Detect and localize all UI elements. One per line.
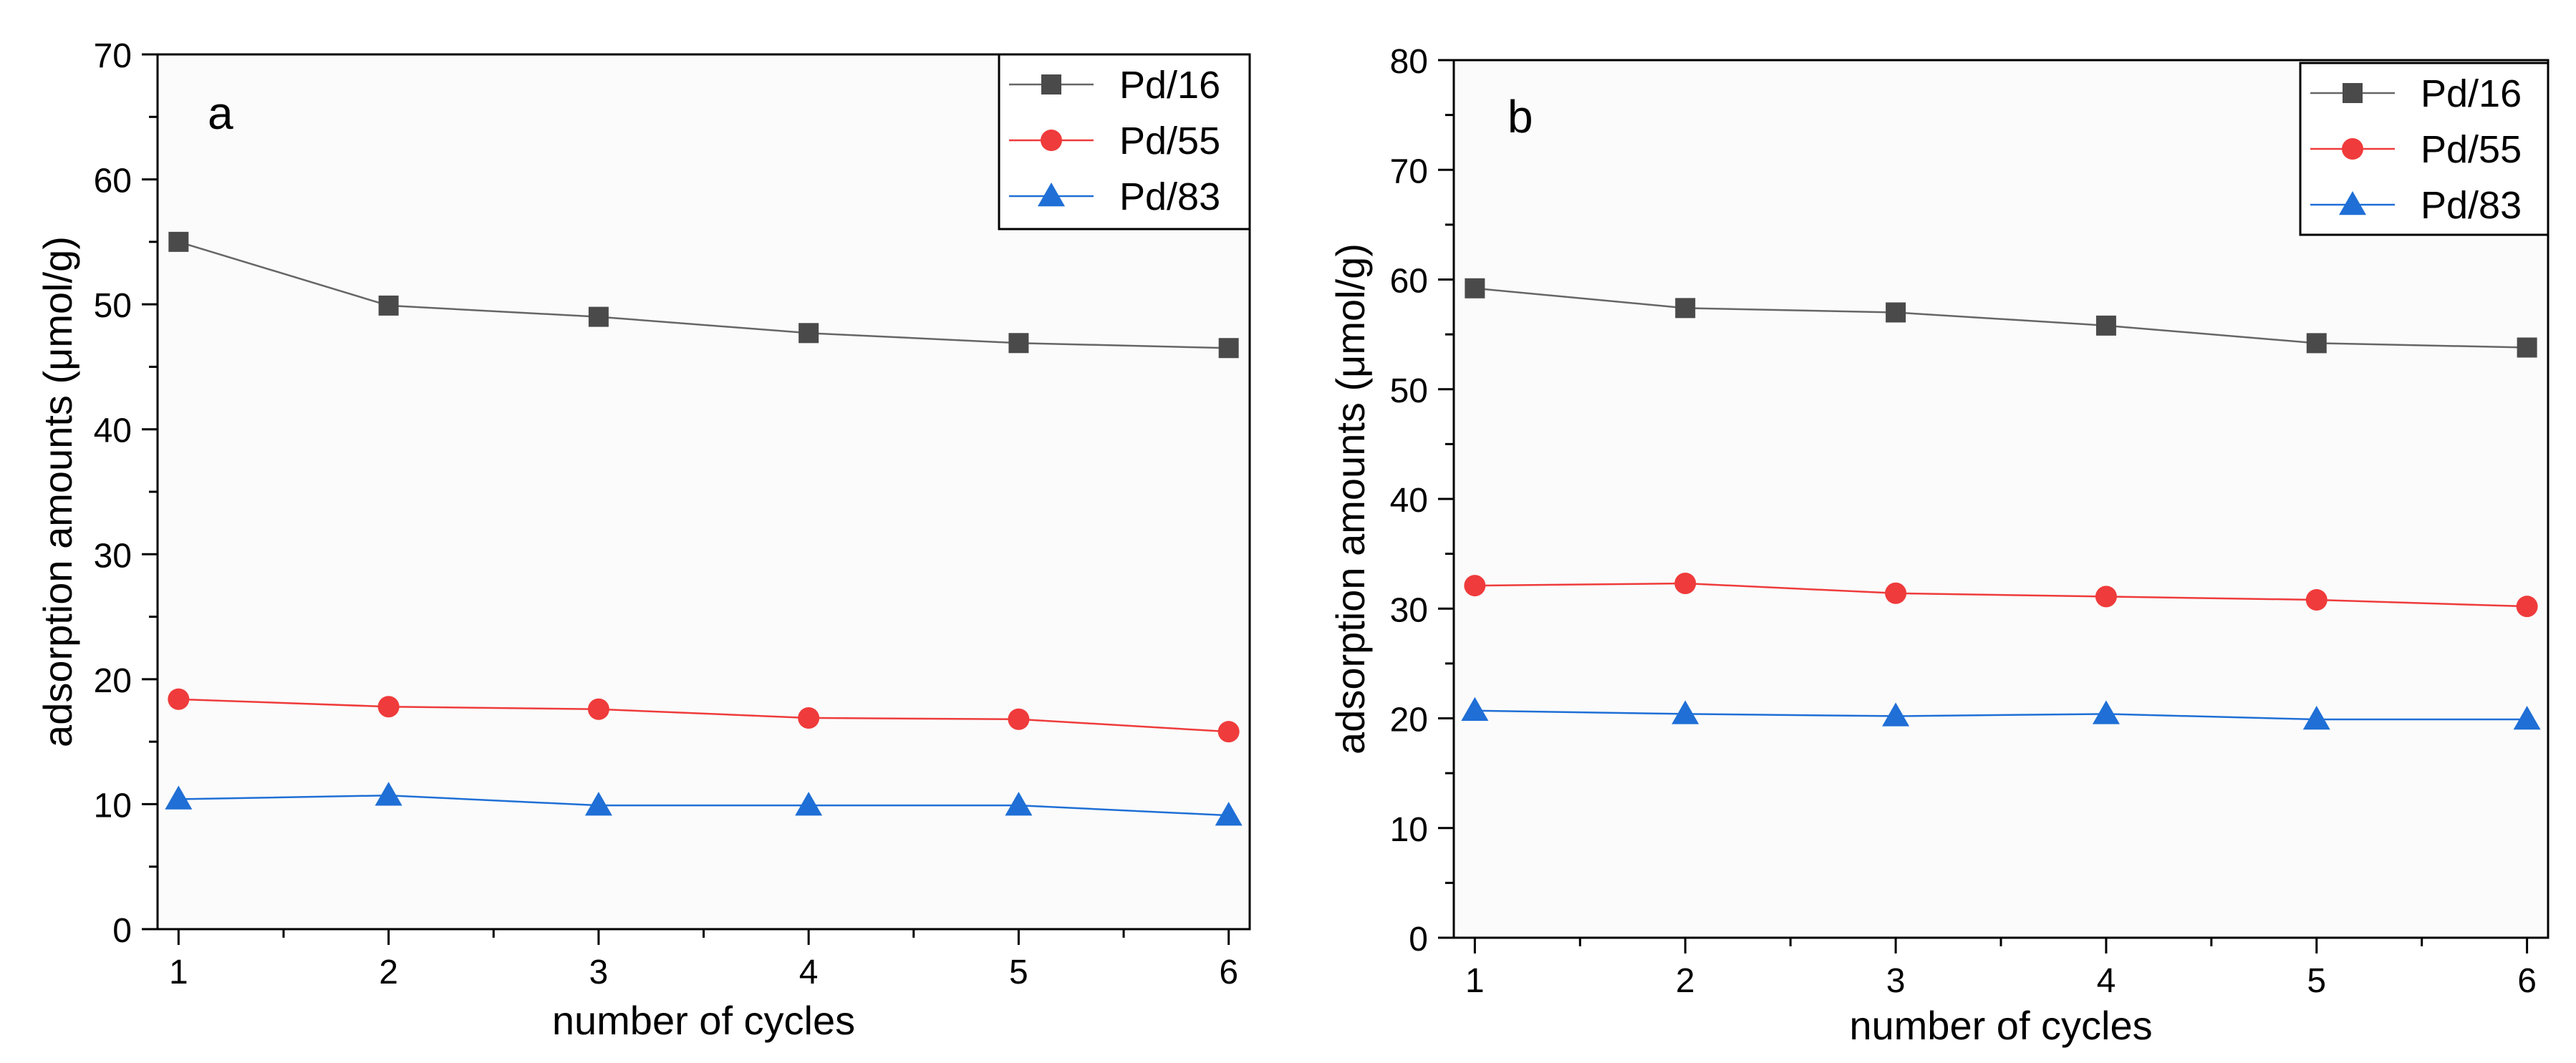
y-tick-label: 40 (94, 412, 132, 450)
y-tick-label: 30 (94, 537, 132, 575)
series-line-pd-16 (1475, 287, 2527, 349)
data-point-pd-83 (1461, 696, 1489, 722)
y-axis-label: adsorption amounts (μmol/g) (35, 236, 80, 747)
chart-panel-a: 0 10 20 30 40 50 60 70 1 2 3 4 5 6 number of cycles ads… (35, 37, 1251, 1043)
data-point-pd-83 (584, 792, 612, 816)
x-tick-label: 4 (799, 953, 819, 991)
data-point-pd-55 (377, 696, 400, 718)
y-tick-label: 0 (112, 912, 132, 950)
y-tick-label: 70 (94, 37, 132, 75)
data-point-pd-83 (2513, 706, 2541, 730)
data-point-pd-16 (1465, 278, 1485, 298)
y-tick-label: 20 (94, 662, 132, 700)
data-point-pd-55 (1464, 575, 1486, 597)
data-point-pd-55 (1008, 708, 1030, 730)
series-line-pd-16 (178, 241, 1229, 349)
y-tick-label: 30 (1390, 591, 1428, 629)
data-point-pd-16 (1886, 302, 1906, 323)
y-tick-label: 50 (94, 287, 132, 325)
x-axis-label: number of cycles (1849, 1003, 2152, 1048)
legend-label: Pd/16 (1119, 64, 1220, 107)
x-tick-label: 3 (589, 953, 609, 991)
legend-label: Pd/16 (2421, 72, 2522, 115)
data-point-pd-16 (588, 306, 609, 327)
panel-label: a (208, 87, 233, 139)
data-point-pd-83 (795, 792, 823, 816)
series-line-pd-55 (1475, 582, 2527, 608)
data-point-pd-83 (375, 782, 402, 806)
legend-marker (1041, 130, 1062, 151)
data-point-pd-83 (1005, 792, 1033, 816)
data-point-pd-16 (1008, 333, 1029, 354)
x-tick-label: 5 (2307, 962, 2326, 1000)
panel-label: b (1508, 91, 1533, 142)
y-tick-label: 10 (1390, 811, 1428, 849)
legend-marker (1038, 183, 1065, 207)
data-point-pd-55 (2305, 588, 2327, 611)
y-tick-label: 50 (1390, 372, 1428, 410)
data-point-pd-55 (168, 688, 190, 710)
legend-label: Pd/55 (2421, 128, 2522, 171)
data-point-pd-55 (2516, 596, 2538, 618)
data-point-pd-55 (2095, 586, 2117, 608)
y-tick-label: 80 (1390, 43, 1428, 81)
data-point-pd-83 (1215, 802, 1243, 826)
data-point-pd-83 (1882, 702, 1910, 727)
x-tick-label: 2 (1676, 962, 1695, 1000)
data-point-pd-16 (1675, 298, 1696, 319)
data-point-pd-55 (587, 698, 609, 720)
y-tick-label: 20 (1390, 702, 1428, 739)
data-point-pd-55 (798, 707, 820, 729)
x-tick-label: 5 (1009, 953, 1028, 991)
series-line-pd-55 (178, 698, 1229, 733)
x-tick-label: 6 (2517, 962, 2537, 1000)
data-point-pd-16 (799, 323, 819, 344)
series-line-pd-83 (1475, 709, 2527, 721)
legend-marker (2339, 191, 2366, 215)
x-tick-label: 3 (1886, 962, 1906, 1000)
y-tick-label: 40 (1390, 482, 1428, 520)
data-point-pd-83 (1671, 700, 1699, 724)
data-point-pd-16 (168, 231, 189, 252)
data-point-pd-16 (2306, 333, 2327, 354)
data-point-pd-83 (165, 785, 193, 810)
data-point-pd-55 (1885, 582, 1907, 604)
data-point-pd-55 (1674, 573, 1697, 595)
legend-label: Pd/55 (1119, 120, 1220, 162)
data-point-pd-16 (2095, 315, 2116, 336)
data-point-pd-83 (2092, 700, 2120, 724)
legend-marker (1041, 74, 1061, 94)
legend-label: Pd/83 (1119, 175, 1220, 218)
data-point-pd-55 (1217, 721, 1240, 743)
legend-label: Pd/83 (2421, 184, 2522, 227)
y-tick-label: 0 (1409, 921, 1428, 958)
y-axis-label: adsorption amounts (μmol/g) (1328, 243, 1373, 754)
series-line-pd-83 (178, 794, 1229, 817)
x-tick-label: 2 (379, 953, 398, 991)
data-point-pd-16 (1218, 338, 1239, 359)
x-tick-label: 1 (1465, 962, 1485, 1000)
data-point-pd-16 (378, 295, 399, 316)
legend-marker (2342, 138, 2363, 160)
y-tick-label: 60 (1390, 263, 1428, 301)
x-tick-label: 4 (2097, 962, 2116, 1000)
x-axis-label: number of cycles (552, 998, 855, 1043)
y-tick-label: 70 (1390, 152, 1428, 190)
x-tick-label: 1 (169, 953, 188, 991)
data-point-pd-83 (2302, 706, 2330, 730)
x-tick-label: 6 (1219, 953, 1238, 991)
data-point-pd-16 (2517, 337, 2537, 358)
legend-marker (2343, 83, 2363, 103)
y-tick-label: 60 (94, 162, 132, 200)
y-tick-label: 10 (94, 787, 132, 825)
chart-panel-b: 0 10 20 30 40 50 60 70 80 1 2 3 4 5 6 number of cycles a… (1328, 43, 2550, 1048)
